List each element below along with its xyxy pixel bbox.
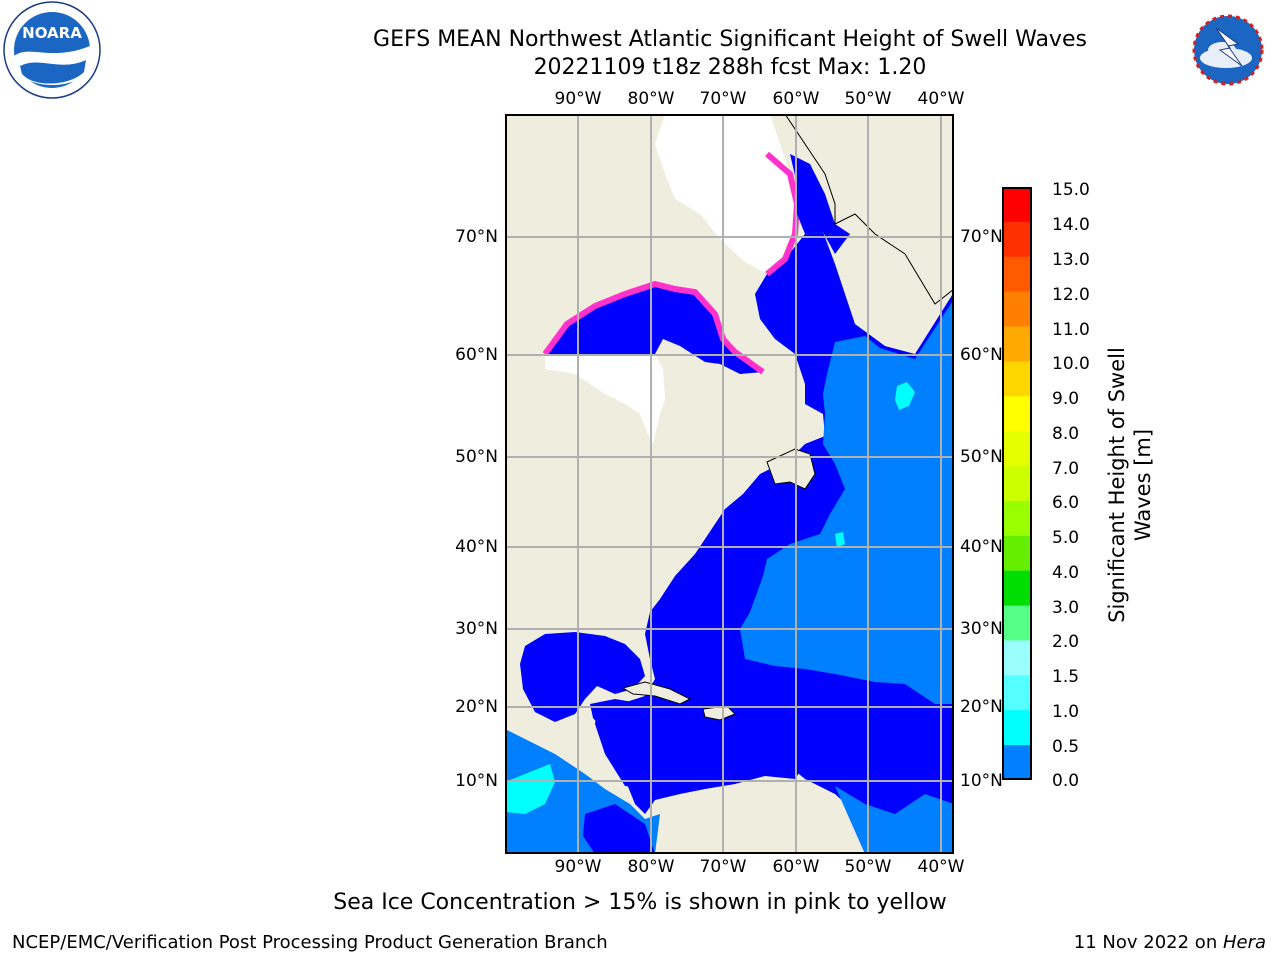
hudson-bay-ice-south — [545, 354, 665, 444]
colorbar-tick-12: 12.0 — [1052, 285, 1090, 305]
colorbar-title: Significant Height of Swell Waves [m] — [1104, 325, 1156, 645]
colorbar-swatch — [1002, 500, 1032, 537]
colorbar-title-line2: Waves [m] — [1131, 428, 1155, 542]
colorbar-tick-6: 6.0 — [1052, 493, 1080, 513]
gulf-of-mexico — [520, 632, 645, 722]
colorbar — [1002, 187, 1032, 781]
map-border — [505, 114, 954, 854]
colorbar-tick-5: 5.0 — [1052, 528, 1080, 548]
footer-host: Hera — [1222, 932, 1266, 953]
colorbar-swatch — [1002, 605, 1032, 641]
colorbar-swatch — [1002, 431, 1032, 467]
map-panel — [505, 114, 954, 854]
lat-label-right-50n: 50°N — [960, 447, 1003, 467]
lon-label-bottom-90w: 90°W — [554, 857, 602, 877]
colorbar-tick-7: 7.0 — [1052, 459, 1080, 479]
colorbar-tick-1-5: 1.5 — [1052, 667, 1080, 687]
map-canvas — [505, 114, 954, 854]
colorbar-tick-10: 10.0 — [1052, 354, 1090, 374]
lat-label-left-20n: 20°N — [455, 697, 498, 717]
lat-label-right-60n: 60°N — [960, 345, 1003, 365]
colorbar-tick-2: 2.0 — [1052, 632, 1080, 652]
lon-label-top-70w: 70°W — [699, 89, 747, 109]
colorbar-swatch — [1002, 396, 1032, 432]
south-atlantic-swell-mid — [835, 786, 954, 854]
colorbar-tick-9: 9.0 — [1052, 389, 1080, 409]
colorbar-tick-0: 0.0 — [1052, 771, 1080, 791]
chart-subtitle: 20221109 t18z 288h fcst Max: 1.20 — [533, 55, 927, 80]
lon-label-top-50w: 50°W — [844, 89, 892, 109]
lat-label-right-10n: 10°N — [960, 771, 1003, 791]
colorbar-tick-4: 4.0 — [1052, 563, 1080, 583]
colorbar-tick-0-5: 0.5 — [1052, 737, 1080, 757]
colorbar-tick-14: 14.0 — [1052, 215, 1090, 235]
davis-strait — [790, 154, 850, 254]
lon-label-bottom-60w: 60°W — [772, 857, 820, 877]
lon-label-top-40w: 40°W — [917, 89, 965, 109]
noaa-logo: NOARA — [0, 0, 104, 108]
sea-ice-caption: Sea Ice Concentration > 15% is shown in … — [333, 890, 947, 915]
colorbar-swatch — [1002, 640, 1032, 676]
graticule — [505, 114, 954, 854]
lon-label-top-80w: 80°W — [627, 89, 675, 109]
colorbar-swatch — [1002, 745, 1032, 781]
colorbar-tick-8: 8.0 — [1052, 424, 1080, 444]
caribbean-sea — [590, 699, 805, 814]
lat-label-left-10n: 10°N — [455, 771, 498, 791]
colorbar-swatch — [1002, 535, 1032, 572]
colorbar-tick-13: 13.0 — [1052, 250, 1090, 270]
colorbar-swatch — [1002, 466, 1032, 502]
noaa-logo-text: NOARA — [22, 24, 82, 42]
colorbar-tick-1: 1.0 — [1052, 702, 1080, 722]
lat-label-right-30n: 30°N — [960, 619, 1003, 639]
lat-label-left-60n: 60°N — [455, 345, 498, 365]
nws-logo — [1176, 0, 1280, 108]
chart-title: GEFS MEAN Northwest Atlantic Significant… — [373, 27, 1087, 52]
lon-label-top-90w: 90°W — [554, 89, 602, 109]
colorbar-tick-15: 15.0 — [1052, 180, 1090, 200]
cuba — [621, 681, 692, 705]
hudson-bay-ice-edge — [542, 280, 765, 375]
colorbar-swatch — [1002, 187, 1032, 223]
colorbar-swatch — [1002, 570, 1032, 607]
footer-branch: NCEP/EMC/Verification Post Processing Pr… — [12, 932, 608, 953]
colorbar-swatch — [1002, 291, 1032, 328]
greenland — [784, 114, 954, 305]
colorbar-swatch — [1002, 361, 1032, 397]
lat-label-right-70n: 70°N — [960, 227, 1003, 247]
colorbar-swatch — [1002, 675, 1032, 711]
lon-label-top-60w: 60°W — [772, 89, 820, 109]
lat-label-left-70n: 70°N — [455, 227, 498, 247]
colorbar-swatches — [1002, 187, 1032, 781]
colorbar-title-line1: Significant Height of Swell — [1105, 347, 1129, 623]
colorbar-swatch — [1002, 710, 1032, 746]
newfoundland — [766, 448, 816, 490]
colorbar-swatch — [1002, 326, 1032, 362]
swell-cyan-patch-mid — [835, 532, 845, 548]
colorbar-swatch — [1002, 221, 1032, 258]
footer-date: 11 Nov 2022 on Hera — [1074, 932, 1266, 953]
lon-label-bottom-70w: 70°W — [699, 857, 747, 877]
colorbar-tick-3: 3.0 — [1052, 598, 1080, 618]
colorbar-tick-11: 11.0 — [1052, 320, 1090, 340]
arctic-sea-ice — [655, 114, 797, 274]
lon-label-bottom-40w: 40°W — [917, 857, 965, 877]
lat-label-left-50n: 50°N — [455, 447, 498, 467]
lon-label-bottom-80w: 80°W — [627, 857, 675, 877]
lon-label-bottom-50w: 50°W — [844, 857, 892, 877]
lat-label-left-30n: 30°N — [455, 619, 498, 639]
footer-date-text: 11 Nov 2022 on — [1073, 932, 1223, 953]
lat-label-right-40n: 40°N — [960, 537, 1003, 557]
eastern-pacific-cyan — [505, 764, 555, 814]
eastern-pacific-deep — [583, 804, 655, 854]
lat-label-right-20n: 20°N — [960, 697, 1003, 717]
swell-cyan-patch-north — [895, 382, 915, 410]
colorbar-border — [1002, 187, 1032, 780]
colorbar-swatch — [1002, 256, 1032, 293]
lat-label-left-40n: 40°N — [455, 537, 498, 557]
